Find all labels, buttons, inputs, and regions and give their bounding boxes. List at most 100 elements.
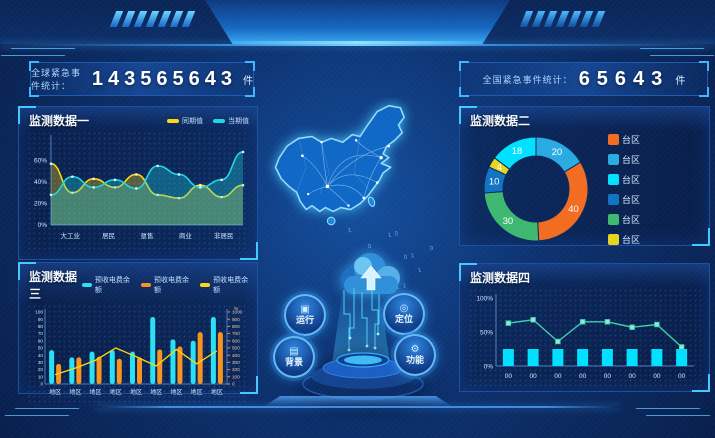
svg-text:90: 90	[38, 317, 44, 322]
circuit-lines	[332, 288, 390, 362]
hainan-shape	[326, 216, 336, 226]
light-beam	[332, 290, 390, 364]
svg-text:800: 800	[232, 324, 240, 329]
national-counter-unit: 件	[675, 75, 686, 87]
locate-button[interactable]: ◎ 定位	[383, 293, 425, 335]
svg-text:00: 00	[653, 373, 661, 380]
svg-text:地区: 地区	[49, 388, 61, 396]
legend-item[interactable]: 预收电费余额	[140, 275, 190, 295]
bar-chart-svg: 0102030405060708090100010020030040050060…	[35, 306, 242, 396]
panel4-title: 监测数据四	[470, 271, 531, 285]
china-map-shape	[274, 105, 405, 213]
svg-text:20%: 20%	[34, 201, 47, 208]
svg-text:居民: 居民	[102, 232, 115, 240]
corner-chevron-bottom-right	[635, 408, 711, 416]
svg-text:4: 4	[497, 162, 502, 173]
legend-item[interactable]: 当期值	[213, 116, 249, 126]
function-button[interactable]: ⚙ 功能	[394, 334, 436, 376]
svg-text:60: 60	[38, 338, 44, 343]
legend-item[interactable]: 台区	[608, 213, 640, 226]
panel-monitor-data-3: 监测数据三 预收电费余额 预收电费余额 预收电费余额 0 10 20 30 40 50 60 70…	[18, 262, 258, 406]
up-arrow-icon	[360, 265, 382, 291]
legend-item[interactable]: 台区	[608, 133, 640, 146]
svg-text:00: 00	[554, 373, 562, 380]
svg-text:40: 40	[38, 353, 44, 358]
monitor-icon: ▣	[300, 304, 310, 315]
national-counter-label: 全国紧急事件统计：	[482, 74, 573, 85]
svg-text:0%: 0%	[38, 222, 48, 229]
svg-text:地区: 地区	[191, 388, 203, 396]
svg-text:00: 00	[629, 373, 637, 380]
header-trapezoid	[205, 0, 510, 44]
svg-text:40%: 40%	[34, 179, 47, 186]
legend-item[interactable]: 台区	[608, 153, 640, 166]
bar-chart-plot: 0 10 20 30 40 50 60 70 80 90 100 0 100 200 300 400 500 60…	[27, 304, 249, 406]
panel-monitor-data-2: 监测数据二 20 40 30 10 4 18 台区 台区 台区 台区 台区 台区	[459, 106, 710, 246]
line-chart-svg: 0% 50% 100% 00 00 00 00 00 00 00 00	[476, 294, 694, 380]
svg-text:400: 400	[232, 353, 240, 358]
panel-monitor-data-1: 监测数据一 同期值 当期值 0% 20% 40% 60% 大工业 居民 趸售 商业 非居民	[18, 106, 258, 260]
svg-text:大工业: 大工业	[60, 231, 80, 240]
locate-button-label: 定位	[394, 314, 413, 324]
corner-chevron-bottom-left	[4, 408, 80, 416]
svg-text:100: 100	[35, 310, 43, 315]
national-emergency-counter: 全国紧急事件统计： 65643 件	[459, 61, 709, 97]
svg-text:00: 00	[505, 373, 513, 380]
svg-text:地区: 地区	[130, 388, 142, 396]
svg-text:地区: 地区	[170, 388, 182, 396]
legend-item[interactable]: 台区	[608, 193, 640, 206]
panel1-legend: 同期值 当期值	[167, 116, 249, 126]
legend-item[interactable]: 预收电费余额	[81, 275, 131, 295]
svg-text:60%: 60%	[34, 158, 47, 165]
svg-text:00: 00	[530, 373, 538, 380]
legend-item[interactable]: 同期值	[167, 116, 203, 126]
image-icon: ▤	[289, 346, 299, 357]
svg-text:%: %	[234, 306, 239, 312]
run-button[interactable]: ▣ 运行	[284, 294, 326, 336]
svg-text:非居民: 非居民	[214, 231, 234, 240]
panel-monitor-data-4: 监测数据四 0% 50% 100% 00 00 00 00 00 00 00 00	[459, 263, 710, 392]
svg-text:0: 0	[232, 382, 235, 387]
global-counter-label: 全球紧急事件统计：	[31, 68, 82, 91]
corner-chevron-top-right	[639, 48, 715, 56]
bottom-glow-line	[95, 406, 620, 408]
panel3-title: 监测数据三	[29, 270, 78, 301]
svg-text:地区: 地区	[69, 388, 81, 396]
svg-text:0%: 0%	[484, 364, 494, 371]
global-emergency-counter: 全球紧急事件统计： 143565643 件	[29, 61, 255, 97]
background-button[interactable]: ▤ 背景	[273, 336, 315, 378]
svg-text:50: 50	[38, 346, 44, 351]
svg-text:70: 70	[38, 331, 44, 336]
svg-text:地区: 地区	[90, 388, 102, 396]
binary-digit: 0	[429, 245, 435, 253]
header-stripes-right	[519, 11, 606, 27]
line-chart-plot: 0% 50% 100% 00 00 00 00 00 00 00 00	[468, 288, 701, 387]
national-counter-value: 65643	[578, 67, 670, 90]
binary-digit: 1	[417, 267, 423, 275]
header-glow-line	[0, 44, 715, 46]
svg-text:0: 0	[40, 382, 43, 387]
svg-text:商业: 商业	[179, 231, 193, 240]
legend-item[interactable]: 台区	[608, 173, 640, 186]
header-trapezoid-edge	[232, 41, 483, 44]
legend-item[interactable]: 预收电费余额	[199, 275, 249, 295]
svg-text:80: 80	[38, 324, 44, 329]
donut-chart-svg: 20 40 30 10 4 18	[483, 136, 589, 242]
area-chart-svg: 0% 20% 40% 60% 大工业 居民 趸售 商业 非居民	[34, 135, 245, 240]
legend-item[interactable]: 台区	[608, 233, 640, 246]
panel1-title: 监测数据一	[29, 114, 90, 128]
svg-text:20: 20	[552, 147, 563, 158]
svg-text:地区: 地区	[150, 388, 162, 396]
svg-text:18: 18	[512, 146, 523, 157]
china-map	[264, 98, 456, 248]
svg-text:地区: 地区	[110, 388, 122, 396]
svg-text:趸售: 趸售	[141, 231, 154, 240]
target-icon: ◎	[399, 303, 409, 314]
network-arcs	[302, 140, 389, 206]
svg-text:100%: 100%	[476, 296, 493, 303]
svg-text:30: 30	[38, 360, 44, 365]
cloud-upload-graphic	[330, 246, 410, 301]
svg-text:50%: 50%	[480, 330, 493, 337]
svg-text:600: 600	[232, 338, 240, 343]
